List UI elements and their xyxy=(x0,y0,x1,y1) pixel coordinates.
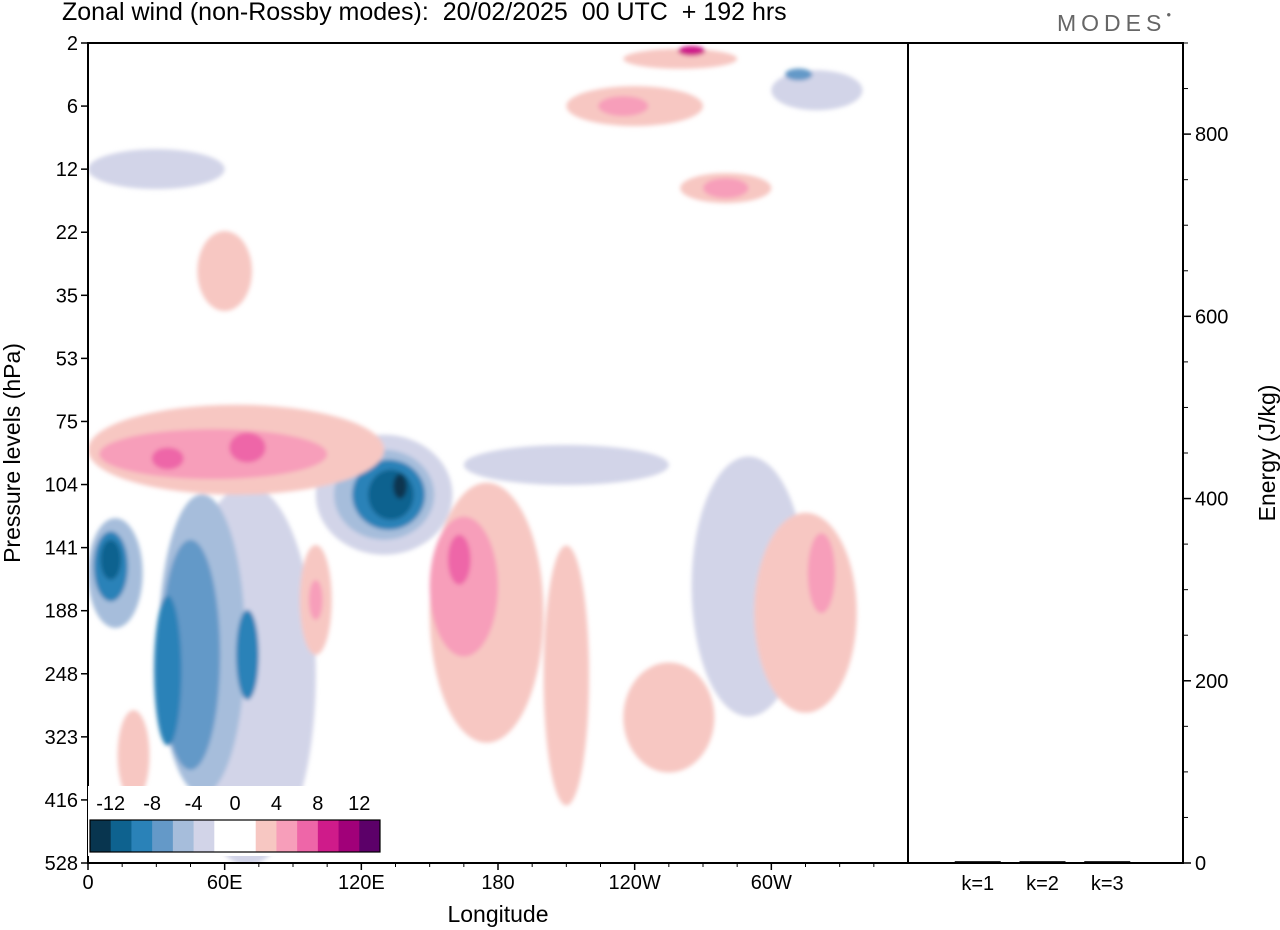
energy-bar xyxy=(1019,861,1066,863)
y-tick-label: 2 xyxy=(67,33,78,55)
colorbar-swatch xyxy=(110,820,132,852)
y-tick-label: 53 xyxy=(56,348,78,370)
colorbar-swatch xyxy=(317,820,340,852)
y-tick-label: 22 xyxy=(56,222,78,244)
heatmap-contours xyxy=(88,45,863,863)
contour-neg-12 xyxy=(393,473,407,499)
contour-pos-31 xyxy=(308,579,323,620)
x-tick-label: 120E xyxy=(338,872,385,894)
x-tick-label: 120W xyxy=(609,872,661,894)
y-tick-label: 188 xyxy=(45,601,78,623)
x-axis-title: Longitude xyxy=(447,901,548,927)
heatmap-y-axis: 2 6 12 22 35 53 75 104 141 188 248 323 416 528 xyxy=(45,33,88,875)
colorbar-label: -12 xyxy=(96,793,125,815)
colorbar-label: 12 xyxy=(348,793,370,815)
contour-pos-19 xyxy=(99,429,328,480)
colorbar-swatch xyxy=(193,820,215,852)
contour-neg-4 xyxy=(236,609,259,700)
energy-tick-label: 400 xyxy=(1195,489,1228,511)
colorbar-swatch xyxy=(255,820,277,852)
energy-y-axis: 0 200 400 600 800 xyxy=(1183,42,1228,875)
contour-pos-29 xyxy=(807,533,836,614)
contour-pos-22 xyxy=(197,231,253,312)
contour-neg-13 xyxy=(463,444,669,485)
y-tick-label: 35 xyxy=(56,285,78,307)
x-tick-label: 0 xyxy=(82,872,93,894)
colorbar-label: -8 xyxy=(143,793,161,815)
energy-axis-title: Energy (J/kg) xyxy=(1254,385,1280,522)
colorbar-swatch xyxy=(235,820,257,852)
contour-pos-25 xyxy=(447,534,471,585)
y-tick-label: 12 xyxy=(56,159,78,181)
y-tick-label: 528 xyxy=(45,853,78,875)
colorbar-swatch xyxy=(131,820,153,852)
chart-title: Zonal wind (non-Rossby modes): 20/02/202… xyxy=(62,0,787,26)
colorbar-swatch xyxy=(172,820,195,852)
colorbar-swatch xyxy=(152,820,174,852)
contour-pos-27 xyxy=(623,662,715,773)
contour-neg-17 xyxy=(785,68,813,81)
x-tick-label: 60E xyxy=(207,872,243,894)
colorbar-frame xyxy=(89,819,381,853)
brand-mark: ● xyxy=(1166,10,1172,19)
y-tick-label: 75 xyxy=(56,411,78,433)
contour-neg-11 xyxy=(368,469,414,520)
contour-neg-15 xyxy=(88,149,225,190)
colorbar: -12 -8 -4 0 4 8 12 xyxy=(88,786,382,856)
energy-bar-label: k=1 xyxy=(961,873,994,895)
colorbar-swatch xyxy=(359,820,381,852)
contour-neg-3 xyxy=(154,595,182,746)
colorbar-swatch xyxy=(214,820,236,852)
contour-pos-38 xyxy=(117,710,150,801)
y-tick-label: 104 xyxy=(45,475,78,497)
y-tick-label: 141 xyxy=(45,538,78,560)
colorbar-label: -4 xyxy=(185,793,203,815)
contour-pos-28 xyxy=(754,512,857,713)
energy-tick-label: 0 xyxy=(1195,853,1206,875)
contour-pos-20 xyxy=(151,447,184,470)
energy-bars: k=1 k=2 k=3 xyxy=(954,861,1131,895)
heatmap-x-axis: 0 60E 120E 180 120W 60W xyxy=(82,863,875,894)
energy-bar-label: k=2 xyxy=(1026,873,1059,895)
y-tick-label: 416 xyxy=(45,790,78,812)
contour-neg-16 xyxy=(771,70,863,111)
y-axis-title: Pressure levels (hPa) xyxy=(0,343,25,563)
contour-pos-26 xyxy=(543,545,590,806)
x-tick-label: 180 xyxy=(481,872,514,894)
y-tick-label: 6 xyxy=(67,96,78,118)
energy-bar-label: k=3 xyxy=(1091,873,1124,895)
contour-neg-7 xyxy=(100,539,122,580)
energy-tick-label: 600 xyxy=(1195,306,1228,328)
contour-pos-37 xyxy=(677,45,706,56)
x-tick-label: 60W xyxy=(751,872,792,894)
y-tick-label: 323 xyxy=(45,727,78,749)
contour-pos-24 xyxy=(429,516,499,657)
colorbar-swatch xyxy=(90,820,112,852)
colorbar-swatch xyxy=(297,820,319,852)
contour-pos-36 xyxy=(623,48,738,69)
colorbar-label: 0 xyxy=(229,793,240,815)
colorbar-label: 8 xyxy=(312,793,323,815)
brand-logo: MODES● xyxy=(1057,10,1171,37)
contour-pos-35 xyxy=(703,178,749,199)
energy-tick-label: 200 xyxy=(1195,671,1228,693)
colorbar-label: 4 xyxy=(271,793,282,815)
contour-pos-33 xyxy=(598,96,649,117)
energy-bar xyxy=(1084,861,1131,863)
y-tick-label: 248 xyxy=(45,664,78,686)
colorbar-swatch xyxy=(338,820,360,852)
energy-tick-label: 800 xyxy=(1195,124,1228,146)
colorbar-swatch xyxy=(276,820,298,852)
brand-text: MODES xyxy=(1057,10,1167,36)
energy-frame xyxy=(907,42,1184,864)
contour-pos-21 xyxy=(229,432,266,463)
energy-bar xyxy=(954,861,1001,863)
